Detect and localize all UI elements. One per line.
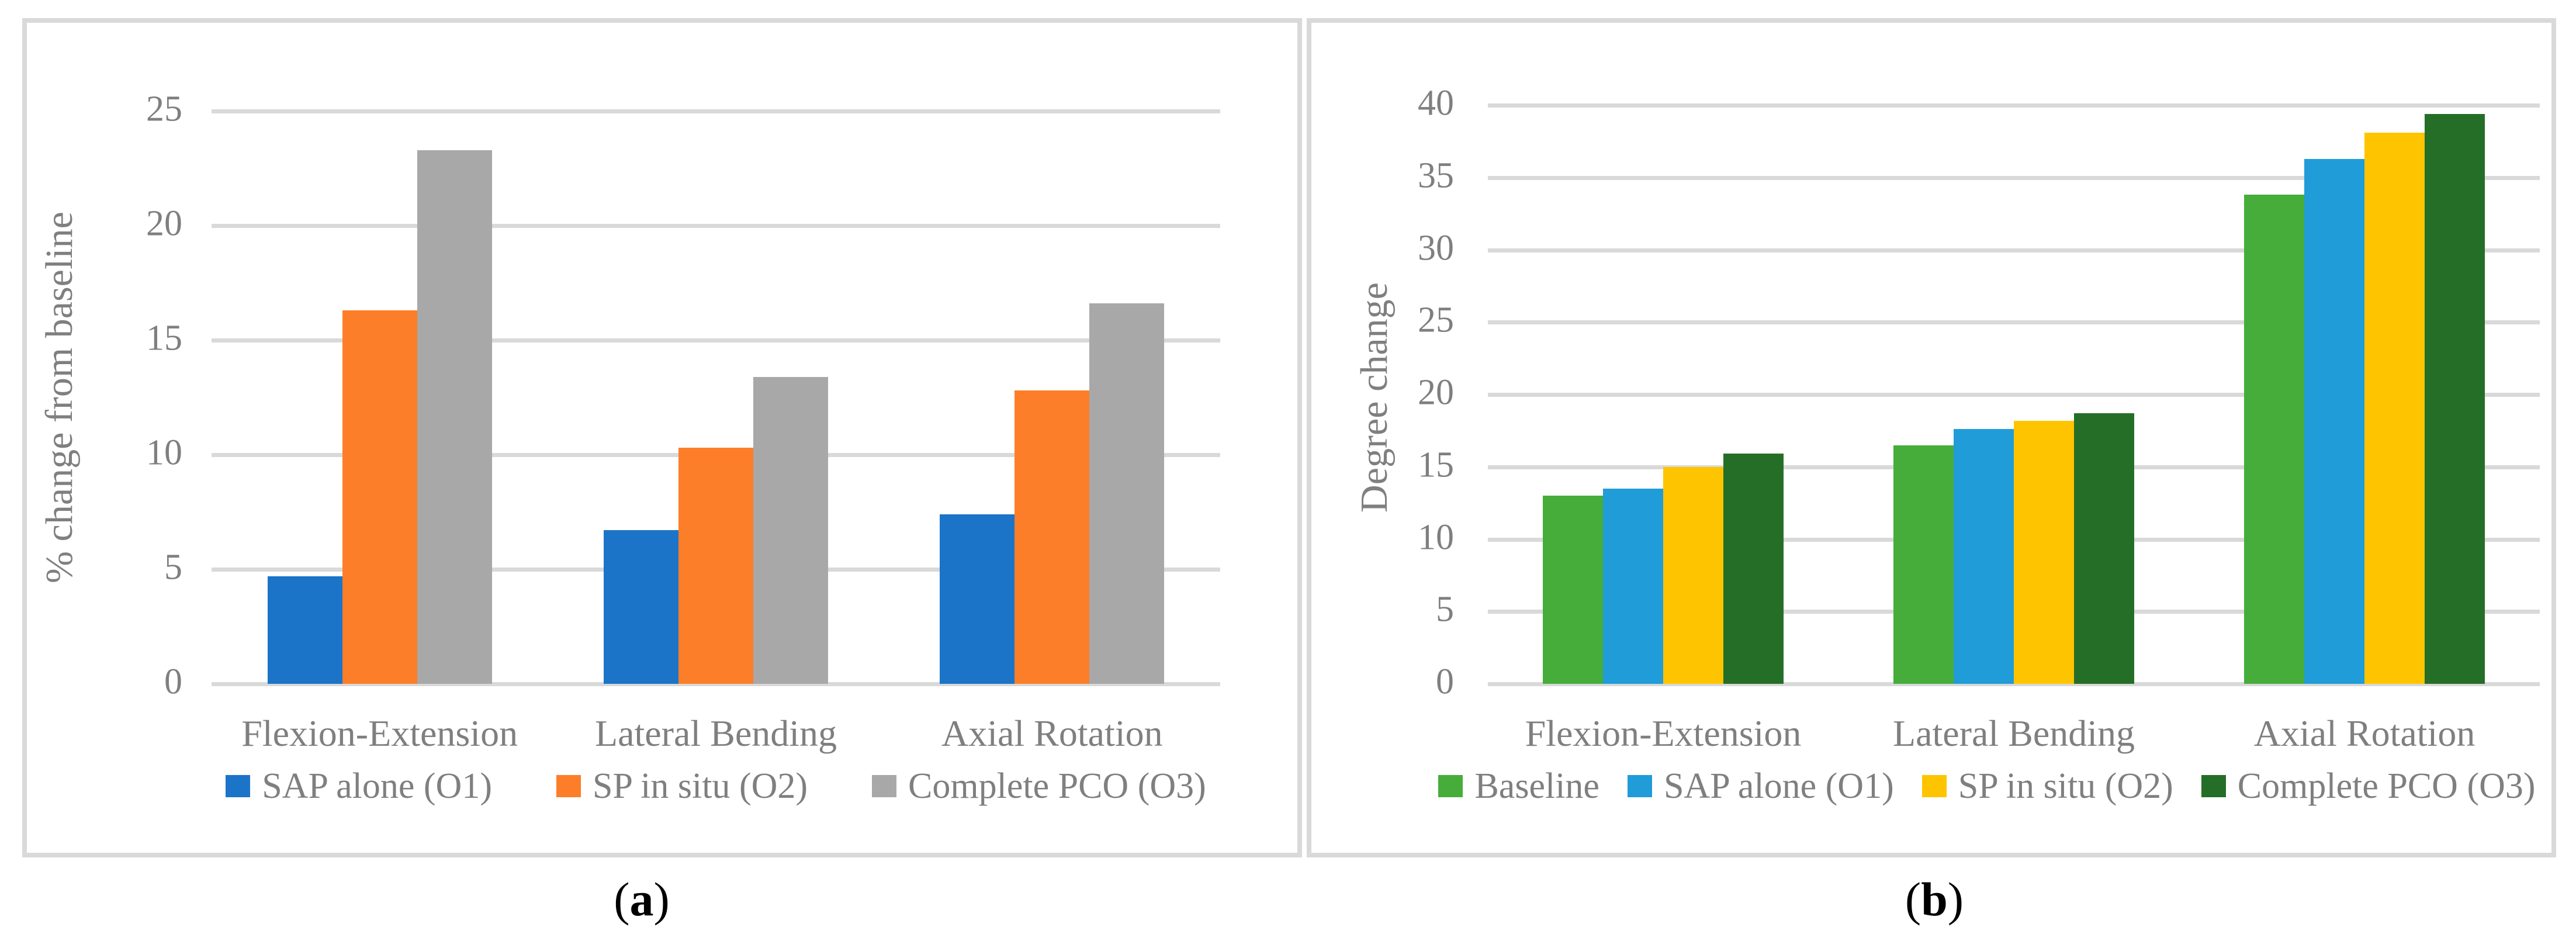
caption-b-close-paren: ): [1947, 873, 1964, 926]
legend-swatch: [1627, 775, 1652, 797]
bar-b-1-2: [1603, 489, 1663, 684]
gridline-y0: [212, 682, 1220, 686]
gridline-y0: [1488, 682, 2540, 686]
legend-label: SAP alone (O1): [1663, 766, 1894, 806]
y-tick-label: 15: [146, 318, 182, 358]
gridline-y40: [1488, 103, 2540, 108]
legend-item: Baseline: [1438, 766, 1599, 807]
legend-swatch: [872, 775, 897, 797]
bar-b-1-3: [1663, 467, 1723, 684]
caption-a: (a): [614, 872, 670, 927]
bar-a-3-3: [1089, 303, 1164, 684]
bar-a-2-3: [753, 377, 828, 684]
bar-b-1-1: [1543, 496, 1603, 684]
y-axis-title-left-chart: % change from baseline: [38, 212, 81, 583]
y-tick-label: 25: [146, 89, 182, 129]
gridline-y35: [1488, 175, 2540, 180]
gridline-y20: [1488, 393, 2540, 397]
gridline-y30: [1488, 248, 2540, 252]
y-tick-label: 35: [1418, 155, 1454, 196]
caption-b-letter: b: [1921, 873, 1948, 926]
caption-a-open-paren: (: [614, 873, 630, 926]
legend-swatch: [1921, 775, 1947, 797]
y-tick-label: 0: [1436, 662, 1454, 702]
category-label: Flexion-Extension: [241, 712, 518, 754]
bar-a-3-1: [940, 514, 1015, 684]
bar-b-2-2: [1954, 429, 2014, 684]
legend-label: Complete PCO (O3): [908, 766, 1206, 806]
bar-b-1-4: [1723, 454, 1784, 684]
category-label: Flexion-Extension: [1525, 712, 1802, 754]
bar-a-2-2: [678, 448, 753, 684]
legend-item: SP in situ (O2): [1921, 766, 2173, 807]
y-tick-label: 30: [1418, 228, 1454, 268]
caption-b-open-paren: (: [1905, 873, 1921, 926]
gridline-y25: [212, 109, 1220, 113]
bar-b-2-4: [2074, 413, 2134, 684]
category-label: Axial Rotation: [2253, 712, 2475, 754]
legend-chart-b: Baseline SAP alone (O1) SP in situ (O2) Com…: [1420, 763, 2554, 810]
gridline-y20: [212, 224, 1220, 228]
y-tick-label: 10: [146, 433, 182, 473]
bar-a-1-2: [342, 310, 417, 684]
bar-b-3-1: [2244, 195, 2304, 684]
legend-item: Complete PCO (O3): [872, 766, 1206, 807]
legend-item: SAP alone (O1): [226, 766, 492, 807]
gridline-y15: [212, 338, 1220, 343]
category-label: Lateral Bending: [1892, 712, 2135, 754]
y-tick-label: 15: [1418, 445, 1454, 485]
legend-label: SP in situ (O2): [592, 766, 808, 806]
y-tick-label: 10: [1418, 517, 1454, 558]
caption-b: (b): [1905, 872, 1964, 927]
y-tick-label: 5: [1436, 589, 1454, 629]
bar-b-3-3: [2364, 133, 2425, 684]
caption-a-letter: a: [629, 873, 654, 926]
y-tick-label: 40: [1418, 83, 1454, 123]
bar-b-2-1: [1893, 445, 1954, 684]
bar-b-2-3: [2014, 421, 2074, 684]
y-tick-label: 5: [164, 547, 182, 587]
legend-label: SP in situ (O2): [1958, 766, 2173, 806]
category-label: Axial Rotation: [941, 712, 1163, 754]
legend-item: Complete PCO (O3): [2201, 766, 2536, 807]
legend-label: Complete PCO (O3): [2237, 766, 2536, 806]
category-label: Lateral Bending: [594, 712, 837, 754]
bar-b-3-2: [2304, 159, 2364, 684]
legend-swatch: [226, 775, 251, 797]
legend-swatch: [2201, 775, 2226, 797]
bar-a-2-1: [604, 530, 678, 684]
y-tick-label: 25: [1418, 300, 1454, 340]
legend-chart-a: SAP alone (O1) SP in situ (O2) Complete PC…: [212, 763, 1220, 810]
y-tick-label: 0: [164, 662, 182, 702]
bar-a-1-1: [268, 576, 342, 684]
legend-label: SAP alone (O1): [262, 766, 492, 806]
bar-a-3-2: [1015, 390, 1089, 684]
y-tick-label: 20: [146, 203, 182, 244]
y-tick-label: 20: [1418, 372, 1454, 413]
bar-a-1-3: [417, 150, 492, 684]
legend-swatch: [1438, 775, 1463, 797]
legend-item: SAP alone (O1): [1627, 766, 1894, 807]
gridline-y25: [1488, 320, 2540, 325]
bar-b-3-4: [2425, 114, 2485, 684]
legend-swatch: [556, 775, 581, 797]
legend-item: SP in situ (O2): [556, 766, 808, 807]
caption-a-close-paren: ): [653, 873, 670, 926]
legend-label: Baseline: [1474, 766, 1599, 806]
